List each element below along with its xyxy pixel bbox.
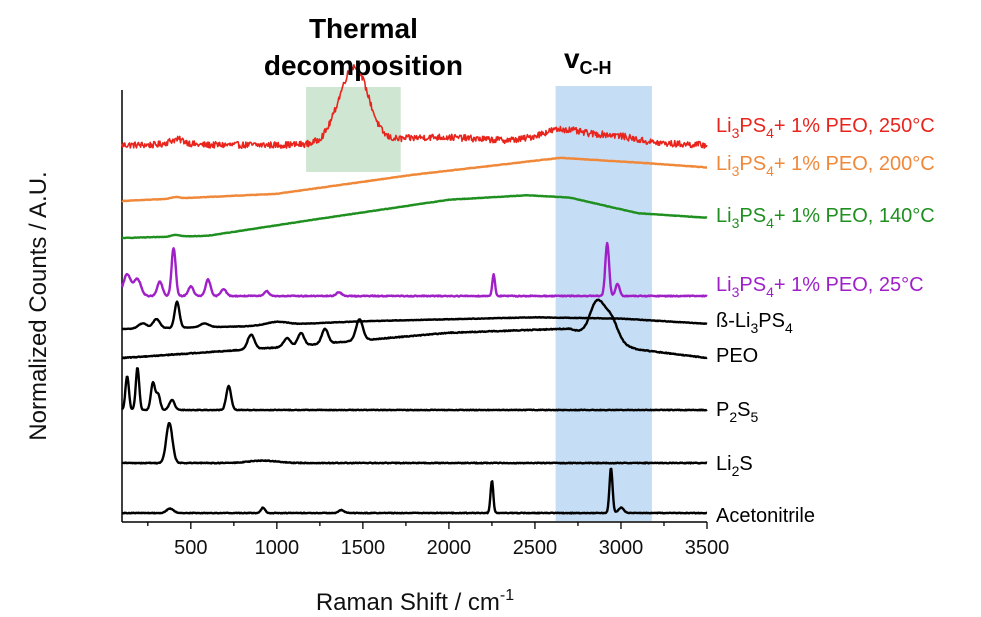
series-label-li2s: Li2S <box>716 453 753 479</box>
series-label-li3ps4: ß-Li3PS4 <box>716 310 793 336</box>
annotation-vch: vC-H <box>564 43 612 78</box>
series-label-li3ps4-1-peo-140-c: Li3PS4+ 1% PEO, 140°C <box>716 205 935 231</box>
series-label-acetonitrile: Acetonitrile <box>716 505 815 527</box>
series-label-peo: PEO <box>716 345 758 367</box>
series-label-li3ps4-1-peo-25-c: Li3PS4+ 1% PEO, 25°C <box>716 274 924 300</box>
series-group <box>120 64 708 515</box>
series-line-li3ps4 <box>121 300 708 331</box>
series-labels: Li3PS4+ 1% PEO, 250°C Li3PS4+ 1% PEO, 200… <box>716 115 935 527</box>
x-tick-label: 500 <box>174 537 207 559</box>
series-label-li3ps4-1-peo-200-c: Li3PS4+ 1% PEO, 200°C <box>716 153 935 179</box>
series-line-li3ps4-1-peo-200-c <box>121 156 708 203</box>
thermal-decomposition-region <box>306 87 401 172</box>
y-axis-title: Normalized Counts / A.U. <box>25 171 52 440</box>
x-tick-label: 3500 <box>685 537 730 559</box>
series-line-peo <box>121 298 708 360</box>
highlight-regions <box>306 86 652 521</box>
series-line-li2s <box>121 422 708 465</box>
x-tick-label: 3000 <box>599 537 644 559</box>
annotation-thermal-line-2: decomposition <box>264 50 463 81</box>
x-axis-title: Raman Shift / cm-1 <box>316 587 514 616</box>
series-line-acetonitrile <box>121 467 708 515</box>
x-tick-label: 2000 <box>427 537 472 559</box>
series-line-li3ps4-1-peo-140-c <box>121 193 708 240</box>
series-line-li3ps4-1-peo-25-c <box>120 241 708 298</box>
axes: 500 1000 1500 2000 2500 3000 3500 Raman Shift /… <box>25 90 729 616</box>
annotation-thermal-line-1: Thermal <box>309 13 418 44</box>
x-tick-label: 1000 <box>255 537 300 559</box>
x-tick-label: 2500 <box>513 537 558 559</box>
x-tick-label: 1500 <box>341 537 386 559</box>
series-line-li3ps4-1-peo-250-c <box>121 64 708 150</box>
series-line-p2s5 <box>121 367 708 412</box>
series-label-li3ps4-1-peo-250-c: Li3PS4+ 1% PEO, 250°C <box>716 115 935 141</box>
series-label-p2s5: P2S5 <box>716 399 758 425</box>
annotations: Thermal decomposition vC-H <box>264 13 612 81</box>
